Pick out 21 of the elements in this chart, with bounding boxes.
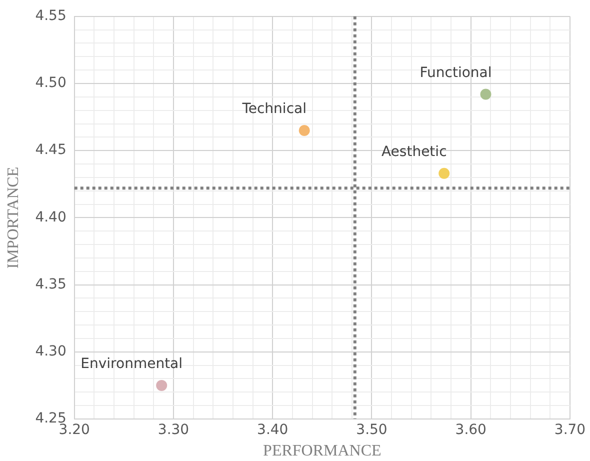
y-tick-label: 4.50 [35, 75, 66, 92]
y-tick-label: 4.30 [35, 344, 66, 360]
x-tick-label: 3.70 [554, 422, 586, 438]
point [438, 168, 450, 179]
y-tick-label: 4.40 [35, 209, 66, 226]
series-label: Environmental [80, 356, 183, 372]
y-tick-label: 4.55 [35, 8, 66, 24]
y-tick-label: 4.35 [35, 276, 66, 292]
x-tick-label: 3.40 [257, 422, 288, 438]
point [156, 380, 168, 391]
x-tick-label: 3.60 [455, 422, 486, 438]
series-label: Technical [241, 101, 306, 118]
point [298, 124, 310, 136]
series-label: Aesthetic [381, 144, 447, 160]
x-tick-label: 3.30 [158, 422, 190, 438]
y-tick-label: 4.45 [35, 142, 66, 158]
y-axis-title: IMPORTANCE [4, 166, 22, 269]
x-axis-title: PERFORMANCE [263, 442, 382, 460]
x-tick-label: 3.50 [356, 422, 388, 438]
point [480, 88, 492, 100]
series-label: Functional [420, 64, 492, 81]
